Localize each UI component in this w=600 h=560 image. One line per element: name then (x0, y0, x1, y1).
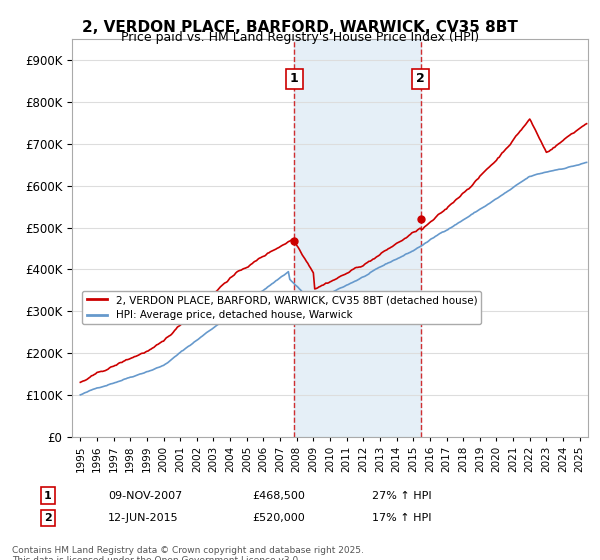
Legend: 2, VERDON PLACE, BARFORD, WARWICK, CV35 8BT (detached house), HPI: Average price: 2, VERDON PLACE, BARFORD, WARWICK, CV35 … (82, 291, 481, 324)
Text: 27% ↑ HPI: 27% ↑ HPI (372, 491, 431, 501)
Bar (295, 39, 421, 437)
Text: £520,000: £520,000 (252, 513, 305, 523)
Text: Price paid vs. HM Land Registry's House Price Index (HPI): Price paid vs. HM Land Registry's House … (121, 31, 479, 44)
Text: 09-NOV-2007: 09-NOV-2007 (108, 491, 182, 501)
Text: 2, VERDON PLACE, BARFORD, WARWICK, CV35 8BT: 2, VERDON PLACE, BARFORD, WARWICK, CV35 … (82, 20, 518, 35)
Text: 1: 1 (290, 72, 299, 86)
Text: 17% ↑ HPI: 17% ↑ HPI (372, 513, 431, 523)
Text: 2: 2 (416, 72, 425, 86)
Text: £468,500: £468,500 (252, 491, 305, 501)
Text: 1: 1 (44, 491, 52, 501)
Text: 12-JUN-2015: 12-JUN-2015 (108, 513, 179, 523)
Text: Contains HM Land Registry data © Crown copyright and database right 2025.
This d: Contains HM Land Registry data © Crown c… (12, 546, 364, 560)
Text: 2: 2 (44, 513, 52, 523)
